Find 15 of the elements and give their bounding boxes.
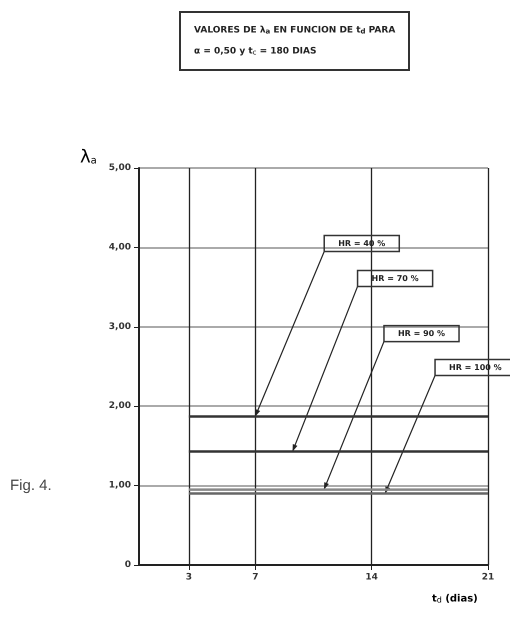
caption: Fig. 4.	[10, 477, 52, 494]
x-tick-label: 7	[252, 572, 258, 582]
annotation: HR = 90 %	[398, 329, 446, 338]
annotation: HR = 70 %	[372, 274, 419, 283]
y-axis-title: λa	[80, 146, 97, 168]
x-tick-label: 3	[186, 572, 192, 582]
y-tick-label: 3,00	[108, 322, 131, 332]
y-tick-label: 0	[124, 560, 131, 570]
x-axis-title: td (dias)	[432, 594, 478, 604]
x-tick-label: 14	[365, 572, 378, 582]
x-tick-label: 21	[482, 572, 494, 582]
y-tick-label: 5,00	[108, 163, 131, 173]
y-tick-label: 4,00	[108, 242, 131, 252]
y-tick-label: 2,00	[108, 401, 131, 412]
y-tick-label: 1,00	[108, 480, 131, 491]
